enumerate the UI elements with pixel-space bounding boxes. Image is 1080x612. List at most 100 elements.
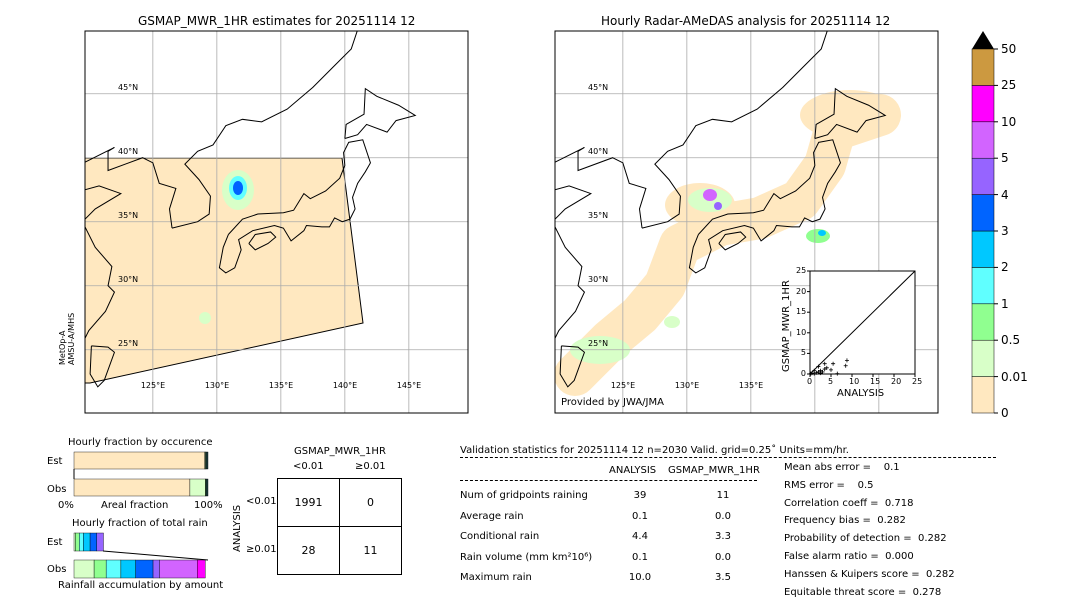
lon-label: 140°E bbox=[332, 381, 358, 390]
lat-label: 45°N bbox=[588, 82, 609, 92]
contingency-row1: <0.01 bbox=[246, 496, 277, 507]
x-tick-label: 15 bbox=[870, 377, 881, 386]
scatter-point bbox=[814, 370, 819, 375]
stat-gsmap-value: 11 bbox=[716, 490, 730, 501]
colorbar-segment bbox=[971, 339, 995, 377]
gsmap-map bbox=[84, 30, 469, 414]
total-rain-est-bar bbox=[96, 532, 104, 552]
map-content bbox=[555, 31, 938, 413]
stats-divider bbox=[460, 457, 996, 458]
occurrence-obs-bar bbox=[189, 478, 206, 497]
cell-false-alarm: 0 bbox=[339, 478, 402, 527]
total-rain-obs-bar bbox=[105, 559, 122, 579]
rain-area bbox=[806, 229, 830, 243]
colorbar-label: 25 bbox=[1001, 78, 1017, 93]
radar-coverage bbox=[555, 94, 901, 396]
occurrence-obs-bar bbox=[205, 478, 209, 497]
stat-gsmap-value: 0.0 bbox=[715, 551, 731, 563]
colorbar-segment bbox=[971, 230, 995, 268]
stats-col-gsmap: GSMAP_MWR_1HR bbox=[668, 465, 760, 476]
coastline bbox=[344, 87, 417, 139]
coastline bbox=[641, 31, 828, 229]
y-tick-label: 20 bbox=[796, 286, 807, 296]
scatter-point bbox=[831, 361, 836, 366]
scatter-point bbox=[816, 369, 821, 374]
rain-area bbox=[664, 316, 680, 328]
satellite-label-2: AMSU-A/MHS bbox=[67, 312, 76, 365]
lat-label: 45°N bbox=[118, 82, 139, 92]
y-tick-label: 15 bbox=[796, 307, 807, 317]
scatter-point bbox=[829, 367, 833, 372]
total-rain-est-bar bbox=[83, 532, 91, 552]
total-rain-est-label: Est bbox=[47, 537, 63, 548]
colorbar-label: 5 bbox=[1001, 151, 1009, 166]
scatter-point bbox=[822, 361, 827, 366]
contingency-title: GSMAP_MWR_1HR bbox=[294, 446, 386, 457]
colorbar-segment bbox=[971, 376, 995, 414]
x-tick-label: 0 bbox=[807, 377, 813, 386]
colorbar-label: 0.01 bbox=[1001, 369, 1028, 384]
scatter-point bbox=[820, 369, 825, 374]
map-content bbox=[85, 31, 468, 413]
stats-col-analysis: ANALYSIS bbox=[609, 465, 657, 476]
radar-map bbox=[554, 30, 939, 414]
stat-analysis-value: 39 bbox=[633, 490, 647, 501]
occurrence-obs-label: Obs bbox=[47, 484, 67, 495]
scatter-point bbox=[844, 358, 849, 363]
lon-label: 130°E bbox=[204, 381, 230, 390]
occurrence-title: Hourly fraction by occurence bbox=[68, 437, 213, 448]
x-tick-label: 20 bbox=[891, 377, 902, 386]
stats-header: Validation statistics for 20251114 12 n=… bbox=[460, 445, 849, 456]
rain-area bbox=[818, 230, 826, 236]
map-frame bbox=[554, 30, 939, 414]
contingency-col1: <0.01 bbox=[293, 461, 324, 472]
x-tick-label: 25 bbox=[912, 377, 923, 386]
total-rain-est-bar bbox=[75, 532, 80, 552]
stat-row-label: Conditional rain bbox=[460, 531, 540, 542]
lat-label: 25°N bbox=[118, 338, 139, 348]
right-map-title: Hourly Radar-AMeDAS analysis for 2025111… bbox=[601, 14, 891, 28]
total-rain-obs-bar bbox=[93, 559, 107, 579]
colorbar-segment bbox=[971, 157, 995, 195]
coastline bbox=[89, 345, 116, 388]
rain-area bbox=[714, 202, 722, 210]
stat-analysis-value: 10.0 bbox=[628, 572, 652, 583]
colorbar-label: 1 bbox=[1001, 296, 1009, 311]
radar-coverage bbox=[800, 90, 900, 140]
lon-label: 125°E bbox=[610, 381, 636, 390]
score-line: Hanssen & Kuipers score = 0.282 bbox=[784, 568, 955, 580]
credit-text: Provided by JWA/JMA bbox=[561, 397, 664, 408]
y-tick-label: 25 bbox=[796, 266, 807, 275]
occurrence-est-label: Est bbox=[47, 456, 63, 467]
y-tick-label: 5 bbox=[800, 348, 806, 358]
rain-area bbox=[199, 312, 211, 324]
colorbar-extend-arrow bbox=[972, 31, 994, 49]
satellite-label-1: MetOp-A bbox=[58, 330, 67, 365]
rain-area bbox=[233, 181, 243, 195]
total-rain-obs-bar bbox=[197, 559, 206, 579]
colorbar-segment bbox=[971, 194, 995, 232]
map-frame bbox=[84, 30, 469, 414]
lat-label: 35°N bbox=[118, 210, 139, 220]
colorbar-label: 4 bbox=[1001, 187, 1009, 202]
stat-gsmap-value: 3.3 bbox=[715, 531, 731, 542]
stat-gsmap-value: 3.5 bbox=[715, 572, 731, 583]
colorbar-label: 2 bbox=[1001, 260, 1009, 275]
score-line: Mean abs error = 0.1 bbox=[784, 462, 900, 473]
scatter-ylabel: GSMAP_MWR_1HR bbox=[781, 280, 792, 372]
colorbar-segment bbox=[971, 303, 995, 341]
occurrence-xmin: 0% bbox=[58, 500, 74, 511]
coastline bbox=[85, 147, 177, 340]
score-line: Equitable threat score = 0.278 bbox=[784, 586, 942, 598]
one-to-one-line bbox=[809, 270, 916, 375]
coastline bbox=[559, 345, 586, 388]
lon-label: 135°E bbox=[268, 381, 294, 390]
colorbar-label: 10 bbox=[1001, 114, 1017, 129]
total-rain-obs-bar bbox=[159, 559, 198, 579]
coastline bbox=[171, 31, 358, 229]
y-tick-label: 0 bbox=[800, 369, 806, 378]
x-tick-label: 5 bbox=[828, 377, 834, 386]
total-rain-obs-bar bbox=[152, 559, 160, 579]
coastline bbox=[718, 231, 747, 251]
colorbar-label: 3 bbox=[1001, 224, 1009, 238]
